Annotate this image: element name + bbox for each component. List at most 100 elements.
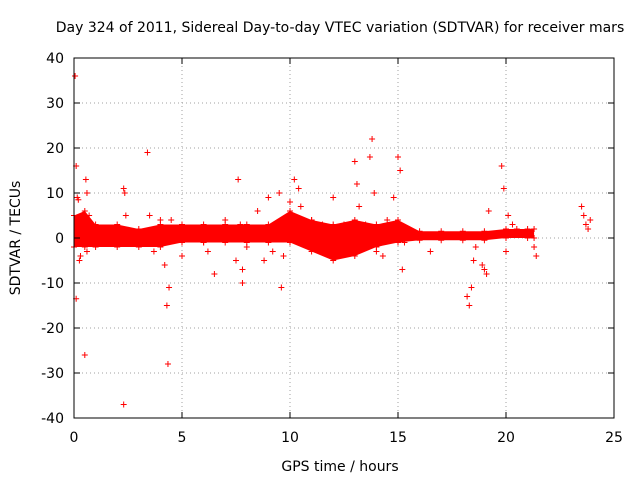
data-point <box>211 271 218 277</box>
x-tick-label: 5 <box>178 430 187 446</box>
data-point <box>366 154 373 160</box>
data-point <box>121 190 128 196</box>
data-point <box>362 221 369 228</box>
band-edge-point <box>351 217 358 223</box>
data-point <box>278 284 285 291</box>
data-point <box>427 248 434 255</box>
data-point <box>204 248 211 255</box>
data-point <box>86 212 93 219</box>
data-point <box>83 248 90 255</box>
data-point <box>146 212 153 219</box>
data-point <box>401 239 408 246</box>
axis-ticks <box>73 57 615 419</box>
data-point <box>83 190 90 196</box>
data-point <box>485 208 492 214</box>
band-edge-point <box>459 237 466 244</box>
data-point <box>76 257 83 264</box>
dense-band <box>74 211 535 261</box>
data-point <box>399 266 406 273</box>
band-edge-point <box>330 257 337 264</box>
data-point <box>481 266 488 273</box>
band-edge-point <box>481 237 488 244</box>
band-edge-point <box>503 235 509 241</box>
x-tick-label: 0 <box>70 430 79 446</box>
data-point <box>235 176 242 183</box>
x-tick-label: 10 <box>281 430 299 446</box>
data-point <box>503 248 509 255</box>
band-edge-point <box>243 221 250 228</box>
band-edge-point <box>395 239 401 246</box>
data-point <box>498 163 505 169</box>
data-point <box>578 203 585 210</box>
band-edge-point <box>373 221 380 228</box>
data-point <box>189 230 196 237</box>
data-point <box>397 167 404 174</box>
data-point <box>291 176 298 183</box>
data-point <box>373 248 380 255</box>
data-point <box>395 154 401 160</box>
dense-band-layer <box>71 208 538 264</box>
y-tick-label: -10 <box>41 276 64 292</box>
data-point <box>531 244 538 250</box>
data-point <box>233 257 239 264</box>
data-point <box>341 221 347 228</box>
data-point <box>72 73 79 79</box>
data-point <box>369 136 376 142</box>
data-point <box>183 226 190 232</box>
data-point <box>200 239 207 246</box>
data-point <box>269 248 276 255</box>
y-tick-label: -40 <box>41 411 64 427</box>
band-edge-point <box>157 244 164 250</box>
data-point <box>464 293 471 300</box>
y-tick-label: 0 <box>55 231 64 247</box>
data-point <box>166 284 173 291</box>
data-point <box>287 199 293 205</box>
data-point <box>276 190 283 196</box>
data-point <box>254 208 261 214</box>
band-edge-point <box>330 221 337 228</box>
data-point <box>585 226 592 232</box>
x-tick-label: 25 <box>605 430 623 446</box>
x-axis-title: GPS time / hours <box>281 459 398 475</box>
data-point <box>533 253 540 259</box>
band-edge-point <box>200 221 207 228</box>
data-point <box>261 257 268 264</box>
band-edge-point <box>114 244 121 250</box>
data-point <box>179 253 185 259</box>
data-point <box>500 185 507 192</box>
band-edge-point <box>135 244 142 250</box>
band-edge-point <box>179 239 185 246</box>
y-tick-label: -20 <box>41 321 64 337</box>
y-tick-label: -30 <box>41 366 64 382</box>
band-edge-point <box>265 239 272 246</box>
y-tick-label: 40 <box>46 51 64 67</box>
data-point <box>280 253 287 259</box>
data-point <box>371 190 378 196</box>
y-axis-title: SDTVAR / TECUs <box>8 181 24 296</box>
band-edge-point <box>503 226 509 232</box>
data-point <box>483 271 490 277</box>
band-edge-point <box>287 208 293 214</box>
data-point <box>81 352 88 358</box>
data-point <box>297 203 304 210</box>
data-point <box>587 217 594 223</box>
y-tick-label: 20 <box>46 141 64 157</box>
data-point <box>384 217 391 223</box>
band-edge-point <box>179 221 185 228</box>
band-edge-point <box>135 226 142 232</box>
data-point <box>582 221 589 228</box>
data-point <box>120 185 127 192</box>
band-edge-point <box>308 248 315 255</box>
data-point <box>505 212 512 219</box>
data-point <box>168 217 175 223</box>
data-point <box>282 217 289 223</box>
data-point <box>157 217 164 223</box>
x-tick-labels: 0 5 10 15 20 25 <box>70 430 623 446</box>
band-edge-point <box>459 228 466 235</box>
band-edge-point <box>81 244 88 250</box>
band-edge-point <box>531 226 538 232</box>
data-point <box>390 194 397 201</box>
data-point <box>237 221 244 228</box>
data-point <box>353 181 360 187</box>
band-edge-point <box>524 235 531 241</box>
